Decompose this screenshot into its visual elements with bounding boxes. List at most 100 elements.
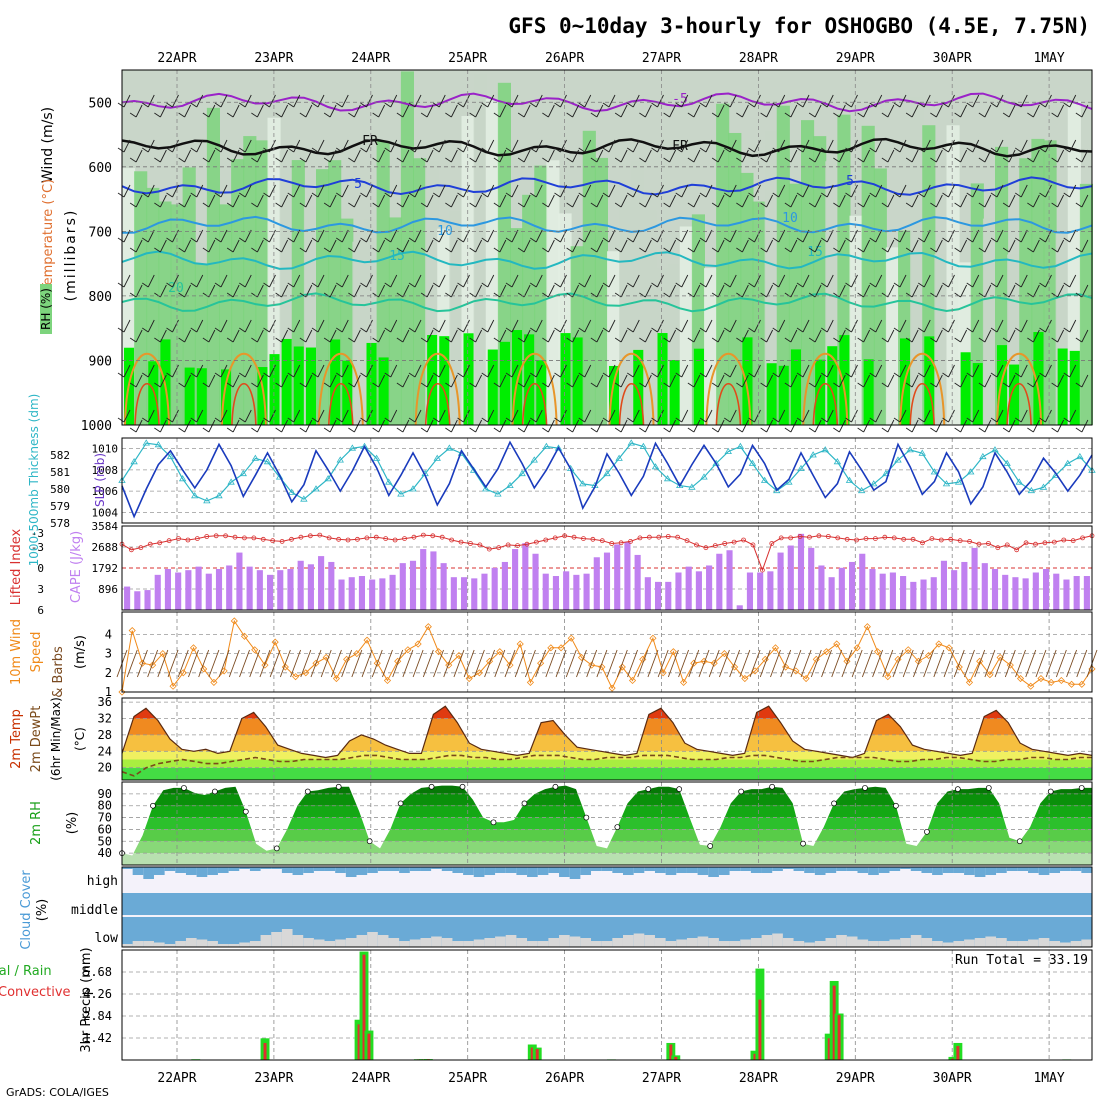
wind-barb-flag bbox=[493, 382, 501, 388]
cloud-cell-bg bbox=[1049, 917, 1061, 947]
wind-barb-flag bbox=[263, 192, 270, 198]
wind-barb-flag bbox=[202, 382, 210, 388]
rh-point bbox=[181, 785, 187, 791]
wind-barb-flag bbox=[954, 247, 961, 253]
wind10-barb bbox=[678, 649, 690, 678]
wind-barb-flag bbox=[1027, 337, 1034, 343]
li-point bbox=[496, 545, 502, 551]
thickness-point bbox=[579, 480, 587, 487]
wind-barb-flag bbox=[457, 147, 464, 153]
wind-barb bbox=[632, 364, 640, 378]
rh2m-points bbox=[119, 783, 1085, 856]
cloud-cell-bg bbox=[814, 917, 827, 947]
wind-barb-flag bbox=[784, 202, 792, 208]
cape-bar bbox=[420, 549, 427, 610]
li-point bbox=[449, 537, 455, 543]
wind-barb-flag bbox=[942, 147, 949, 153]
wind-barb bbox=[208, 149, 216, 163]
cloud-cell-bg bbox=[601, 917, 613, 947]
wind-barb bbox=[972, 409, 980, 423]
wind-barb-flag bbox=[408, 237, 416, 243]
wind-barb bbox=[790, 419, 798, 433]
wind-barb-flag bbox=[396, 247, 404, 253]
wind-barb bbox=[1057, 239, 1065, 253]
wind-barb bbox=[644, 329, 652, 343]
wind-barb-flag bbox=[287, 192, 294, 198]
cape-bar bbox=[777, 552, 784, 610]
wind10-barb bbox=[800, 649, 812, 678]
wind-barb bbox=[814, 239, 822, 253]
wind-barb-flag bbox=[881, 202, 889, 208]
wind-barb bbox=[729, 364, 737, 378]
wind-barb bbox=[1057, 374, 1065, 388]
wind-barb bbox=[705, 364, 713, 378]
cloud-cell-high bbox=[836, 867, 848, 871]
wind-barb bbox=[851, 229, 858, 243]
wind-barb-flag bbox=[796, 372, 804, 378]
cloud-cell-bg bbox=[548, 893, 560, 915]
cloud-cell-bg bbox=[559, 917, 571, 947]
wind10-barb bbox=[239, 649, 250, 678]
cape-bar bbox=[859, 553, 866, 610]
wind-barb-flag bbox=[1075, 427, 1083, 433]
wind-barb bbox=[669, 419, 677, 433]
rh-point bbox=[738, 788, 744, 795]
cloud-cell-low bbox=[345, 938, 358, 947]
wind-barb-flag bbox=[905, 292, 913, 298]
wind-barb-flag bbox=[457, 237, 464, 243]
rh-tick: 60 bbox=[98, 822, 112, 836]
wind-speed-point bbox=[925, 651, 933, 660]
wind-barb bbox=[535, 229, 543, 243]
wind-barb bbox=[366, 274, 373, 288]
wind-barb-flag bbox=[299, 157, 307, 163]
cloud-cell-bg bbox=[207, 917, 219, 947]
wind-barb-flag bbox=[990, 102, 998, 108]
cloud-cell-bg bbox=[164, 867, 176, 887]
wind-speed-point bbox=[945, 644, 953, 652]
wind-barb bbox=[560, 364, 567, 378]
wind-barb-flag bbox=[796, 237, 804, 243]
li-point bbox=[995, 545, 1001, 551]
cloud-cell-low bbox=[814, 941, 827, 947]
cloud-cell-high bbox=[303, 867, 315, 873]
wind-barb-flag bbox=[845, 192, 852, 198]
wind-barb bbox=[269, 364, 276, 378]
li-point bbox=[477, 542, 483, 548]
pressure-tick: 700 bbox=[89, 225, 112, 240]
wind-barb bbox=[256, 419, 264, 433]
wind-barb-flag bbox=[554, 102, 561, 108]
cloud-cell-low bbox=[740, 939, 752, 947]
wind-barb bbox=[899, 229, 907, 243]
wind-barb-flag bbox=[129, 157, 137, 163]
wind-barb bbox=[523, 194, 531, 208]
wind10-barb bbox=[279, 649, 291, 678]
wind-barb-flag bbox=[142, 147, 149, 153]
wind-barb-flag bbox=[190, 327, 197, 333]
cloud-cell-low bbox=[825, 938, 837, 947]
top-date-axis: 22APR 23APR 24APR 25APR 26APR 27APR 28APR 29APR… bbox=[157, 51, 1064, 66]
cape-bar bbox=[226, 565, 233, 610]
wind-barb-flag bbox=[384, 372, 391, 378]
cape-bar bbox=[522, 543, 529, 610]
temp2m-frame bbox=[121, 697, 1093, 781]
wind-barb bbox=[1020, 274, 1028, 288]
wind10-barb bbox=[688, 649, 700, 678]
wind-speed-point bbox=[669, 648, 677, 656]
precip-conv-bar bbox=[837, 1015, 841, 1060]
wind-barb-flag bbox=[760, 202, 767, 208]
wind-barb bbox=[293, 319, 301, 333]
wind-barb bbox=[232, 419, 240, 433]
wind-barb-flag bbox=[578, 327, 585, 333]
li-point bbox=[986, 541, 991, 546]
rh-shade-band bbox=[122, 853, 1092, 865]
wind-barb-flag bbox=[845, 282, 852, 288]
ylabel-slp: SLP (mb) bbox=[93, 453, 107, 507]
wind-barb-flag bbox=[493, 292, 501, 298]
wind-barb bbox=[948, 229, 955, 243]
wind-barb bbox=[838, 239, 846, 253]
rh-tick: 50 bbox=[98, 834, 112, 848]
wind-barb-flag bbox=[699, 192, 707, 198]
rh-band-bright bbox=[196, 368, 207, 425]
